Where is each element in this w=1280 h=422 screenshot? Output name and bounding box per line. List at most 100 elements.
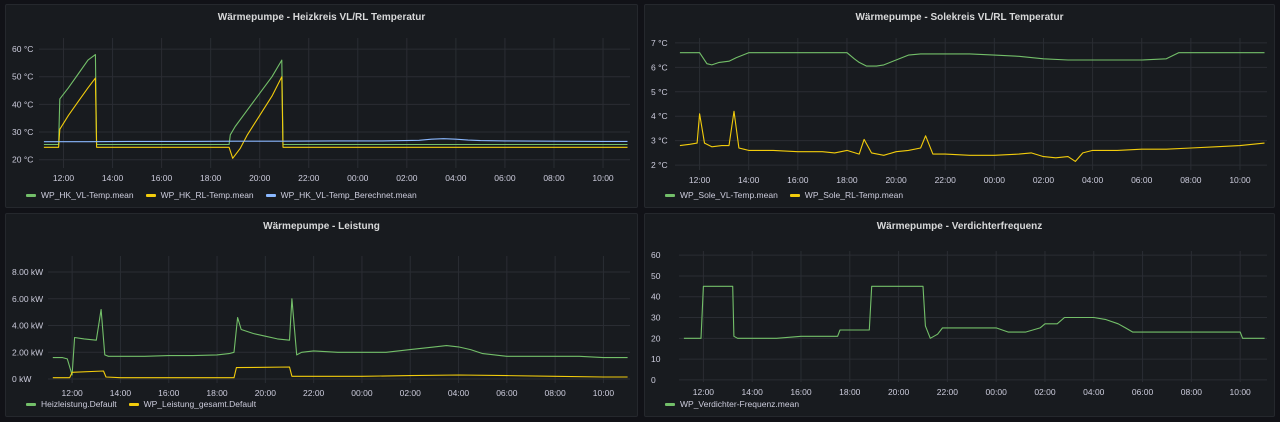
x-tick-label: 06:00 [1131,175,1153,185]
x-tick-label: 06:00 [494,173,516,183]
x-tick-label: 02:00 [396,173,418,183]
x-tick-label: 06:00 [496,388,518,398]
legend-swatch [665,193,675,197]
y-tick-label: 6.00 kW [12,294,43,304]
y-tick-label: 60 [651,250,661,260]
x-tick-label: 18:00 [200,173,222,183]
legend-label: WP_HK_VL-Temp_Berechnet.mean [280,190,417,200]
x-tick-label: 10:00 [1230,387,1252,397]
legend-label: WP_HK_VL-Temp.mean [41,190,134,200]
x-tick-label: 00:00 [984,175,1006,185]
y-tick-label: 30 °C [12,127,33,137]
x-tick-label: 16:00 [158,388,180,398]
legend-item[interactable]: Heizleistung.Default [26,399,117,409]
panel-title: Wärmepumpe - Heizkreis VL/RL Temperatur [217,12,426,23]
legend-item[interactable]: WP_HK_VL-Temp.mean [26,190,134,200]
y-tick-label: 4 °C [651,111,668,121]
y-tick-label: 3 °C [651,136,668,146]
x-tick-label: 06:00 [1132,387,1154,397]
x-tick-label: 10:00 [1229,175,1251,185]
x-tick-label: 20:00 [255,388,277,398]
x-tick-label: 20:00 [888,387,910,397]
chart-leistung: 0 kW 2.00 kW 4.00 kW 6.00 kW 8.00 kW 12:00 14:… [12,256,630,398]
panel-verdichter[interactable]: Wärmepumpe - Verdichterfrequenz 0 10 20 30 4… [644,213,1275,417]
x-tick-label: 00:00 [347,173,369,183]
x-tick-label: 08:00 [543,173,565,183]
x-tick-label: 14:00 [738,175,760,185]
x-tick-label: 04:00 [445,173,467,183]
x-tick-label: 20:00 [249,173,271,183]
x-tick-label: 14:00 [742,387,764,397]
y-tick-label: 8.00 kW [12,267,43,277]
panel-title: Wärmepumpe - Verdichterfrequenz [876,221,1043,232]
x-tick-label: 04:00 [448,388,470,398]
x-tick-label: 14:00 [110,388,132,398]
x-tick-label: 18:00 [839,387,861,397]
legend-swatch [265,193,276,197]
legend-item[interactable]: WP_HK_VL-Temp_Berechnet.mean [265,190,417,200]
x-tick-label: 20:00 [885,175,907,185]
x-tick-label: 16:00 [790,387,812,397]
x-tick-label: 12:00 [53,173,75,183]
y-tick-label: 0 kW [12,374,31,384]
x-tick-label: 18:00 [206,388,228,398]
legend-swatch [145,193,156,197]
series-line-2 [43,138,628,143]
series-line-0 [43,54,628,146]
legend-label: Heizleistung.Default [41,399,117,409]
legend-item[interactable]: WP_Sole_RL-Temp.mean [789,190,903,200]
legend: WP_Sole_VL-Temp.mean WP_Sole_RL-Temp.mean [665,190,903,200]
x-tick-label: 10:00 [592,173,614,183]
legend-swatch [665,402,675,406]
legend-item[interactable]: WP_Sole_VL-Temp.mean [665,190,778,200]
y-tick-label: 7 °C [651,38,668,48]
legend-label: WP_Leistung_gesamt.Default [143,399,257,409]
legend-label: WP_Sole_VL-Temp.mean [680,190,778,200]
series-line-1 [679,110,1265,162]
x-tick-label: 02:00 [1034,387,1056,397]
x-tick-label: 00:00 [351,388,373,398]
legend-swatch [26,193,36,197]
x-tick-label: 04:00 [1083,387,1105,397]
chart-heizkreis: 20 °C 30 °C 40 °C 50 °C 60 °C 12:00 14:00 16:00… [12,38,630,183]
x-tick-label: 08:00 [1180,175,1202,185]
series-line-0 [52,298,628,376]
x-tick-label: 10:00 [593,388,615,398]
panel-leistung[interactable]: Wärmepumpe - Leistung 0 kW 2.00 kW 4.00 kW… [5,213,638,417]
series-line-1 [52,366,628,379]
x-tick-label: 08:00 [544,388,566,398]
legend-swatch [789,193,800,197]
panel-title: Wärmepumpe - Solekreis VL/RL Temperatur [855,12,1064,23]
y-tick-label: 5 °C [651,87,668,97]
y-tick-label: 40 [651,292,661,302]
legend: WP_HK_VL-Temp.mean WP_HK_RL-Temp.mean WP_H… [26,190,417,200]
legend-item[interactable]: WP_HK_RL-Temp.mean [145,190,254,200]
x-tick-label: 12:00 [62,388,84,398]
x-tick-label: 22:00 [298,173,320,183]
y-tick-label: 0 [651,375,656,385]
x-tick-label: 16:00 [151,173,173,183]
x-tick-label: 22:00 [303,388,325,398]
y-tick-label: 20 [651,333,661,343]
series-line-1 [43,76,628,159]
legend-swatch [128,402,139,406]
legend: Heizleistung.Default WP_Leistung_gesamt.D… [26,399,256,409]
legend-item[interactable]: WP_Leistung_gesamt.Default [128,399,257,409]
y-tick-label: 2 °C [651,160,668,170]
legend-item[interactable]: WP_Verdichter-Frequenz.mean [665,399,799,409]
y-tick-label: 50 °C [12,72,33,82]
panel-heizkreis[interactable]: Wärmepumpe - Heizkreis VL/RL Temperatur … [5,4,638,208]
legend: WP_Verdichter-Frequenz.mean [665,399,799,409]
legend-label: WP_Verdichter-Frequenz.mean [680,399,800,409]
panel-title: Wärmepumpe - Leistung [263,221,380,232]
legend-label: WP_HK_RL-Temp.mean [160,190,254,200]
y-tick-label: 20 °C [12,155,33,165]
x-tick-label: 16:00 [787,175,809,185]
x-tick-label: 02:00 [400,388,422,398]
y-tick-label: 10 [651,354,661,364]
legend-swatch [26,402,36,406]
x-tick-label: 08:00 [1181,387,1203,397]
x-tick-label: 12:00 [689,175,711,185]
x-tick-label: 00:00 [986,387,1008,397]
panel-solekreis[interactable]: Wärmepumpe - Solekreis VL/RL Temperatur … [644,4,1275,208]
